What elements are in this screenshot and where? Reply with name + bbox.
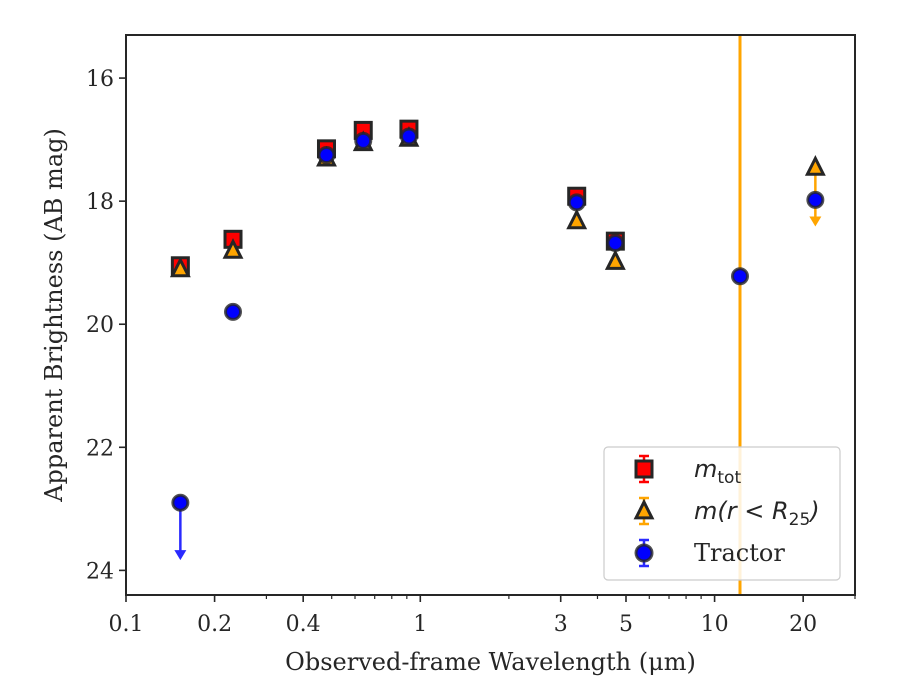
y-tick-label: 20 <box>86 313 114 338</box>
legend-label: mtot <box>694 455 741 488</box>
m_r_lt_R25-point <box>804 155 826 176</box>
x-tick-label: 10 <box>701 612 729 637</box>
y-tick-label: 22 <box>86 436 114 461</box>
y-tick-label: 18 <box>86 190 114 215</box>
legend-label: Tractor <box>694 539 785 567</box>
legend-box <box>603 446 841 581</box>
m_r_lt_R25-point <box>566 208 588 230</box>
y-tick-label: 24 <box>86 559 114 584</box>
legend: mtot m(r < R25) Tractor <box>603 446 841 581</box>
x-tick-label: 1 <box>413 612 427 637</box>
tractor-point <box>606 234 625 252</box>
legend-marker-triangle <box>633 498 655 520</box>
x-tick-label: 0.4 <box>286 612 321 637</box>
tractor-point <box>567 193 586 212</box>
tractor-point <box>224 302 243 321</box>
ticks-layer: 0.1 0.2 0.4 1 3 5 10 20 16 18 20 22 24 <box>86 67 856 637</box>
x-tick-label: 0.2 <box>197 612 232 637</box>
legend-label: m(r < R25) <box>694 497 820 530</box>
tractor-point <box>171 493 190 512</box>
x-tick-label: 5 <box>619 612 633 637</box>
y-axis-label: Apparent Brightness (AB mag) <box>40 128 68 503</box>
tractor-point <box>354 131 373 150</box>
tractor-point <box>317 146 336 164</box>
x-tick-label: 20 <box>789 612 817 637</box>
x-tick-label: 0.1 <box>109 612 144 637</box>
y-tick-label: 16 <box>86 67 114 92</box>
x-axis-label: Observed-frame Wavelength (μm) <box>285 648 696 676</box>
m_r_lt_R25-upper-limit-arrowhead <box>809 216 822 227</box>
x-tick-label: 3 <box>554 612 568 637</box>
markers-layer <box>169 119 826 512</box>
m_r_lt_R25-point <box>169 256 191 278</box>
axes-frame <box>125 34 856 596</box>
legend-marker-square <box>634 459 654 479</box>
m_r_lt_R25-point <box>604 249 626 270</box>
tractor-upper-limit-arrowhead <box>174 550 187 561</box>
legend-marker-circle <box>634 543 654 563</box>
tractor-point <box>399 127 418 146</box>
m_r_lt_R25-point <box>222 238 244 259</box>
tractor-point <box>731 267 750 286</box>
tractor-point <box>806 190 825 209</box>
